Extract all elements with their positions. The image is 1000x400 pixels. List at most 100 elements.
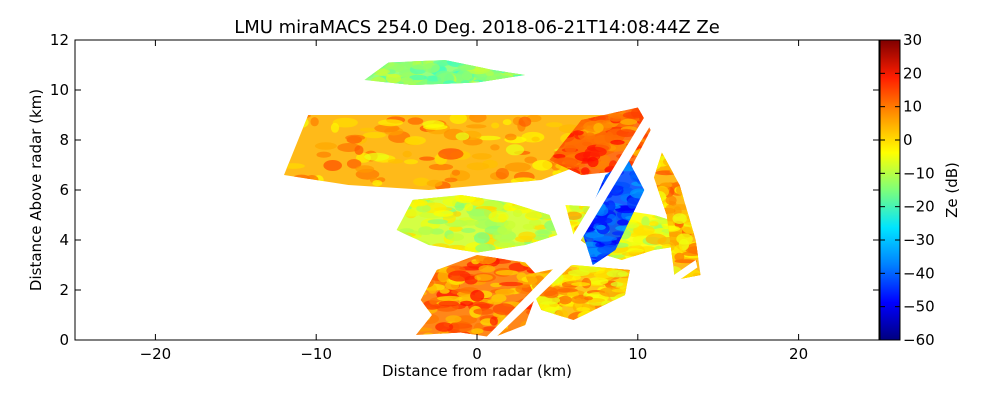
y-axis-label: Distance Above radar (km) (27, 89, 45, 291)
echo-cell (616, 129, 637, 138)
echo-cell (437, 270, 450, 283)
echo-cell (474, 274, 493, 281)
echo-cell (314, 142, 337, 150)
echo-cell (469, 115, 487, 123)
echo-cell (622, 111, 645, 119)
echo-cell (567, 291, 579, 298)
echo-cell (355, 165, 375, 173)
echo-cell (522, 223, 536, 230)
echo-cell (426, 179, 443, 187)
echo-cell (532, 160, 553, 171)
echo-cell (489, 316, 498, 326)
echo-cell (473, 308, 494, 315)
echo-cell (518, 116, 532, 127)
echo-cell (411, 63, 433, 70)
echo-cell (593, 236, 618, 242)
echo-cell (446, 233, 464, 242)
echo-cell (345, 134, 365, 141)
echo-cell (407, 117, 424, 125)
echo-cell (423, 124, 448, 130)
echo-cell (387, 159, 404, 164)
echo-cell (372, 180, 383, 187)
echo-cell (592, 217, 613, 225)
echo-cell (518, 231, 536, 241)
echo-cell (674, 252, 685, 262)
echo-cell (612, 231, 625, 236)
y-tick-label: 2 (59, 281, 69, 299)
echo-cell (438, 300, 459, 307)
echo-cell (454, 195, 477, 204)
echo-cell (475, 135, 501, 141)
echo-cell (524, 156, 537, 164)
echo-cell (454, 201, 465, 212)
x-tick-label: −20 (140, 345, 172, 363)
echo-cell (584, 146, 607, 157)
echo-cell (399, 228, 414, 234)
echo-cell (617, 219, 629, 226)
echo-cell (608, 113, 625, 122)
echo-cell (459, 300, 474, 307)
echo-cell (504, 162, 531, 172)
echo-cell (447, 270, 471, 282)
echo-cell (532, 234, 550, 241)
echo-cell (610, 281, 624, 287)
colorbar-tick-label: −10 (903, 164, 935, 182)
echo-cell (474, 232, 490, 244)
echo-cell (465, 124, 487, 129)
echo-cell (495, 168, 509, 180)
echo-cell (610, 139, 625, 145)
echo-cell (455, 132, 470, 141)
colorbar-tick-label: −30 (903, 231, 935, 249)
echo-cell (572, 130, 584, 136)
blocked-beam-gap (666, 260, 698, 288)
x-tick-label: 10 (628, 345, 647, 363)
echo-cell (505, 133, 517, 141)
echo-cell (571, 282, 591, 287)
echo-cell (620, 118, 638, 125)
echo-cell (627, 197, 638, 209)
echo-cell (576, 307, 591, 312)
y-tick-label: 8 (59, 131, 69, 149)
echo-cell (565, 211, 582, 221)
colorbar (879, 39, 901, 341)
echo-cell (330, 122, 340, 133)
echo-cell (430, 228, 444, 235)
echo-cell (581, 167, 590, 175)
y-tick-label: 0 (59, 331, 69, 349)
echo-cell (409, 74, 427, 81)
echo-cell (433, 210, 454, 217)
echo-cell (456, 70, 472, 81)
echo-cell (449, 225, 463, 232)
echo-cell (485, 70, 495, 76)
colorbar-tick-label: 0 (903, 131, 913, 149)
echo-cell (558, 295, 572, 305)
echo-cell (461, 219, 479, 226)
echo-cell (466, 162, 490, 171)
colorbar-tick-label: 20 (903, 64, 922, 82)
echo-cell (445, 315, 462, 323)
echo-cell (438, 148, 464, 160)
echo-cell (413, 199, 428, 207)
echo-cell (346, 159, 362, 169)
echo-cell (478, 265, 496, 273)
chart-title: LMU miraMACS 254.0 Deg. 2018-06-21T14:08… (234, 17, 720, 38)
echo-cell (587, 277, 609, 285)
echo-cell (493, 239, 516, 248)
echo-cell (402, 150, 412, 158)
echo-cell (468, 208, 493, 221)
y-tick-label: 4 (59, 231, 69, 249)
y-tick-label: 10 (50, 81, 69, 99)
echo-cell (413, 177, 430, 187)
echo-cell (363, 132, 386, 139)
echo-cell (545, 122, 563, 128)
echo-cell (404, 136, 426, 145)
echo-cell (585, 132, 596, 140)
echo-cell (449, 115, 467, 125)
echo-cell (492, 303, 516, 315)
echo-cell (416, 204, 431, 213)
echo-cell (633, 225, 655, 236)
echo-cell (664, 204, 675, 216)
echo-cell (504, 220, 516, 230)
echo-cell (385, 73, 401, 84)
colorbar-tick-label: −50 (903, 298, 935, 316)
